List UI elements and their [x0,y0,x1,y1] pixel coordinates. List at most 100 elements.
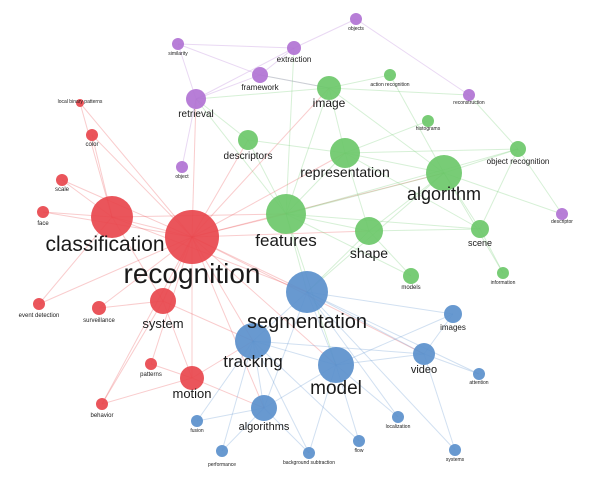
node-behavior [96,398,108,410]
edge-tracking-flow [252,340,360,442]
edge-system-motion [162,300,193,379]
edge-extraction-similarity [177,43,295,49]
node-extraction [287,41,301,55]
edge-features-retrieval [195,98,287,215]
label-extraction: extraction [277,55,312,64]
label-descriptor: descriptor [551,219,573,225]
edge-extraction-objects [293,18,357,49]
node-object-recognition [510,141,526,157]
label-image: image [313,96,346,110]
label-scene: scene [468,238,492,248]
edge-recognition-model [191,236,337,366]
label-surveillance: surveillance [83,318,115,324]
label-model: model [310,378,362,399]
node-attention [473,368,485,380]
edge-recognition-algorithms [191,236,265,409]
node-motion [180,366,204,390]
edge-segmentation-localization [306,291,399,418]
label-scale: scale [55,187,70,193]
node-images [444,305,462,323]
edge-features-extraction [285,47,295,215]
edge-shape-scene [368,228,481,232]
label-action-recognition: action recognition [370,82,409,88]
label-behavior: behavior [90,413,113,419]
label-classification: classification [45,233,164,256]
node-video [413,343,435,365]
edge-segmentation-images [306,291,454,315]
node-face [37,206,49,218]
edge-model-images [335,313,454,366]
label-systems: systems [446,457,465,463]
node-model [318,347,354,383]
edge-segmentation-video [306,291,425,355]
edge-object-recognition-reconstruction [468,94,519,150]
edge-representation-object-recognition [344,148,519,154]
edge-recognition-event-detection [38,236,193,305]
edge-representation-descriptors [247,139,346,154]
node-features [266,194,306,234]
node-objects [350,13,362,25]
edge-recognition-shape [191,230,370,238]
node-shape [355,217,383,245]
label-object-recognition: object recognition [487,157,550,166]
node-flow [353,435,365,447]
edge-recognition-algorithm [191,172,445,238]
edge-retrieval-extraction [195,47,295,100]
edge-algorithm-descriptor [443,172,563,215]
node-background-subtraction [303,447,315,459]
edge-system-behavior [101,300,164,405]
edge-segmentation-systems [306,291,456,451]
node-performance [216,445,228,457]
node-similarity [172,38,184,50]
label-local-binary-patterns: local binary patterns [58,99,103,105]
edge-representation-scene [344,152,481,230]
node-local-binary-patterns [76,99,84,107]
node-fusion [191,415,203,427]
edge-features-object-recognition [285,148,519,215]
label-algorithms: algorithms [239,421,290,433]
label-features: features [255,231,316,250]
label-algorithm: algorithm [407,184,481,204]
label-background-subtraction: background subtraction [283,460,335,466]
label-performance: performance [208,462,236,468]
edge-tracking-background-subtraction [252,340,310,454]
node-system [150,288,176,314]
label-models: models [401,285,420,291]
node-scene [471,220,489,238]
label-object: object [175,174,189,180]
label-fusion: fusion [190,428,204,434]
edge-motion-behavior [101,377,193,405]
edge-features-models [285,213,412,277]
label-images: images [440,323,466,332]
label-retrieval: retrieval [178,109,214,120]
node-color [86,129,98,141]
edge-object-recognition-descriptor [517,148,563,215]
label-histograms: histograms [416,126,441,132]
label-information: information [491,280,516,286]
label-similarity: similarity [168,51,188,57]
label-localization: localization [386,424,411,430]
edge-framework-similarity [177,43,261,76]
node-reconstruction [463,89,475,101]
node-event-detection [33,298,45,310]
label-video: video [411,364,437,376]
label-patterns: patterns [140,372,162,378]
edge-recognition-representation [191,152,346,238]
node-systems [449,444,461,456]
label-face: face [37,221,49,227]
node-layer [33,13,568,459]
edge-retrieval-framework [195,74,261,100]
edge-retrieval-object [181,98,197,168]
node-patterns [145,358,157,370]
node-framework [252,67,268,83]
label-segmentation: segmentation [247,311,367,333]
label-representation: representation [300,164,390,180]
node-object [176,161,188,173]
edge-recognition-behavior [101,236,193,405]
node-information [497,267,509,279]
edge-algorithm-action-recognition [389,74,445,174]
label-motion: motion [172,386,211,401]
label-descriptors: descriptors [224,151,273,162]
